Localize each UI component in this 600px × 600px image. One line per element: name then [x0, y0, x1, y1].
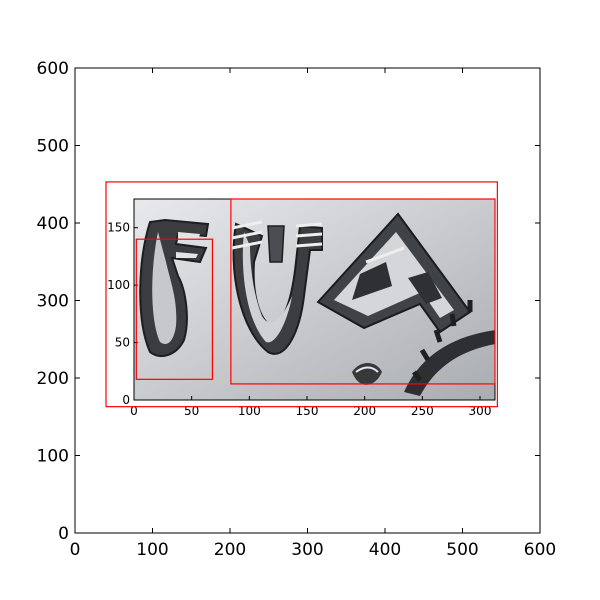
outer-y-tick-label: 0 — [58, 524, 69, 544]
carved-motif-gear — [404, 300, 495, 396]
inset-x-tick-label: 0 — [130, 404, 138, 418]
carved-motif-leaf — [352, 363, 382, 385]
carved-glyph-1 — [139, 218, 210, 357]
inset-y-tick-label: 50 — [115, 336, 130, 350]
outer-y-tick-label: 600 — [37, 59, 69, 79]
outer-x-tick-label: 0 — [70, 540, 81, 560]
inset-y-tick-label: 100 — [107, 278, 130, 292]
bounding-box-glyph-1 — [135, 238, 214, 380]
inset-y-tick-label: 0 — [122, 393, 130, 407]
outer-y-tick-label: 200 — [37, 369, 69, 389]
bounding-box-glyphs-2-3 — [230, 198, 496, 385]
inset-x-tick-label: 50 — [184, 404, 199, 418]
inset-x-tick-label: 250 — [411, 404, 434, 418]
outer-x-tick-label: 600 — [524, 540, 556, 560]
outer-x-tick-label: 500 — [446, 540, 478, 560]
carved-glyph-2 — [231, 220, 323, 355]
inset-image — [134, 199, 495, 400]
outer-x-tick-label: 300 — [291, 540, 323, 560]
inset-x-tick-label: 300 — [469, 404, 492, 418]
outer-x-tick-label: 100 — [136, 540, 168, 560]
outer-y-tick-label: 400 — [37, 214, 69, 234]
carved-glyph-3 — [316, 212, 472, 334]
inset-y-tick-label: 150 — [107, 221, 130, 235]
outer-x-tick-label: 200 — [214, 540, 246, 560]
inset-x-ticks: 0 50 100 150 200 250 300 — [130, 396, 491, 418]
outer-x-ticks: 0 100 200 300 400 500 600 — [70, 68, 556, 560]
bounding-box-outer — [105, 181, 498, 408]
outer-x-tick-label: 400 — [369, 540, 401, 560]
inset-x-tick-label: 200 — [353, 404, 376, 418]
bounding-boxes — [105, 181, 498, 408]
inset-y-ticks: 0 50 100 150 — [107, 221, 138, 407]
outer-y-tick-label: 300 — [37, 292, 69, 312]
inset-x-tick-label: 100 — [238, 404, 261, 418]
inset-x-tick-label: 150 — [296, 404, 319, 418]
outer-y-tick-label: 500 — [37, 137, 69, 157]
outer-y-tick-label: 100 — [37, 447, 69, 467]
inset-axes: 0 50 100 150 200 250 300 0 50 100 150 — [107, 198, 496, 418]
